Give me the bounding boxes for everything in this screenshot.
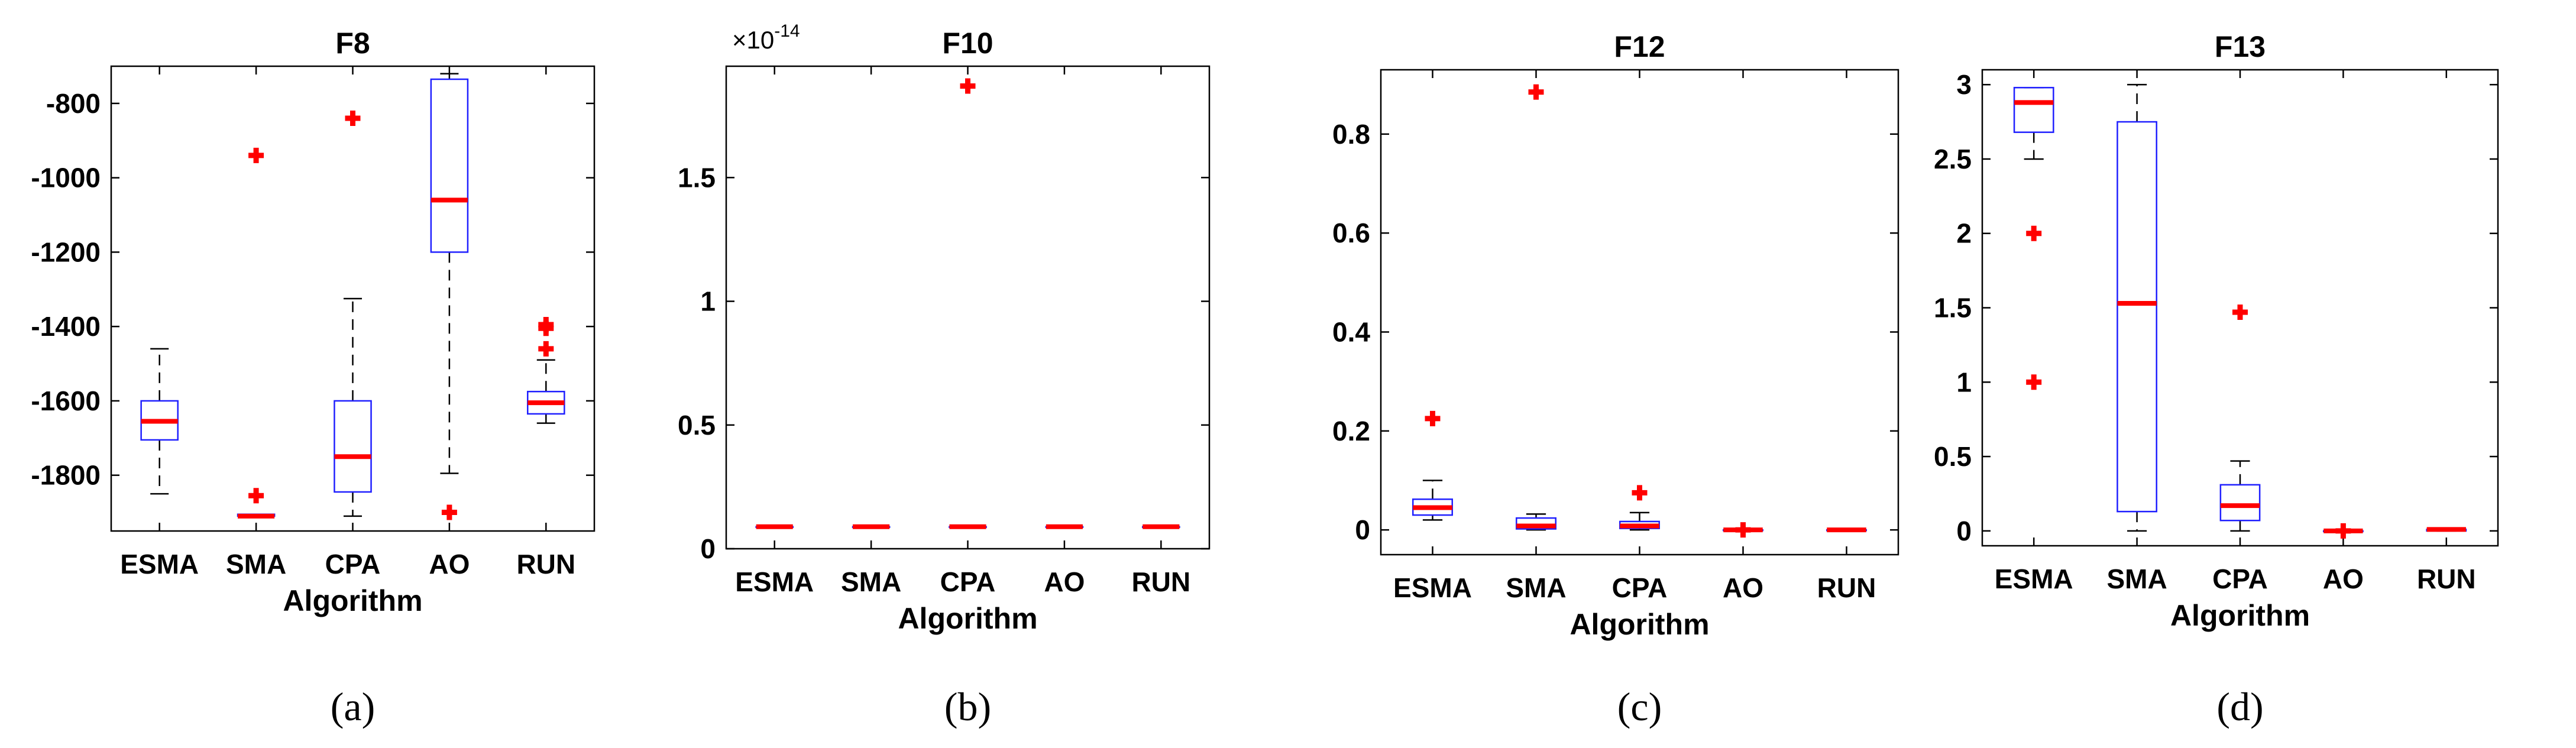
iqr-box [1516, 517, 1556, 530]
x-tick-label-sma: SMA [1506, 572, 1566, 603]
box-cpa [2219, 305, 2261, 532]
y-tick-label: -800 [46, 88, 101, 119]
outlier-marker [1528, 84, 1544, 100]
y-tick-label: 0.5 [678, 410, 716, 441]
x-tick-label-esma: ESMA [120, 549, 199, 579]
box-sma [2117, 83, 2157, 532]
x-tick-label-run: RUN [1817, 572, 1876, 603]
outlier-marker [2232, 305, 2248, 320]
outlier-marker [960, 78, 976, 94]
box-sma [1516, 84, 1556, 531]
outlier-marker [345, 111, 361, 127]
panel-f10: F10 ×10-14 0 0.5 1 1.5 ESMA SMA CPA AO RUN Algorith… [678, 21, 1211, 729]
subcaption: (b) [944, 684, 991, 729]
y-tick-label: 0.6 [1332, 218, 1370, 248]
x-tick-label-ao: AO [1723, 572, 1763, 603]
y-tick-label: -1000 [31, 163, 101, 193]
y-tick-label: 0.5 [1934, 441, 1972, 472]
outlier-marker [538, 320, 554, 336]
axes-frame [725, 65, 1211, 550]
panel-f12: F12 0 0.2 0.4 0.6 0.8 ESMA SMA CPA AO RUN Algorithm… [1332, 30, 1899, 729]
box-sma [237, 147, 276, 519]
y-tick-label: 0.4 [1332, 316, 1370, 347]
x-axis-label: Algorithm [1569, 608, 1709, 641]
outlier-marker [1425, 410, 1441, 426]
outlier-marker [1632, 485, 1648, 501]
outlier-marker [2026, 374, 2042, 390]
y-tick-label: 0 [1956, 516, 1972, 546]
y-tick-label: 1 [700, 286, 716, 317]
iqr-box [2013, 86, 2054, 133]
box-cpa [1619, 485, 1660, 531]
axis-multiplier: ×10-14 [732, 21, 800, 54]
subcaption: (c) [1617, 684, 1662, 729]
outlier-marker [2335, 523, 2351, 539]
x-tick-label-cpa: CPA [1612, 572, 1668, 603]
iqr-box [334, 400, 372, 493]
x-tick-label-ao: AO [429, 549, 470, 579]
x-tick-label-sma: SMA [226, 549, 286, 579]
x-tick-label-ao: AO [1044, 566, 1085, 597]
outlier-marker [248, 147, 264, 163]
x-tick-label-esma: ESMA [1995, 564, 2073, 594]
box-esma [140, 348, 179, 495]
box-ao [1723, 522, 1763, 538]
x-tick-label-cpa: CPA [2212, 564, 2268, 594]
x-tick-label-run: RUN [1131, 566, 1190, 597]
subcaption: (a) [331, 684, 375, 729]
outlier-marker [1735, 522, 1751, 538]
y-tick-label: 0.2 [1332, 416, 1370, 446]
y-tick-label: 0.8 [1332, 119, 1370, 150]
outlier-marker [538, 341, 554, 357]
x-tick-label-ao: AO [2323, 564, 2364, 594]
x-tick-label-sma: SMA [2106, 564, 2167, 594]
box-ao [430, 73, 469, 520]
box-cpa [334, 111, 372, 517]
chart-title: F13 [2215, 30, 2266, 63]
y-tick-label: 3 [1956, 69, 1972, 100]
subcaption: (d) [2216, 684, 2263, 729]
panel-f8: F8 -1800 -1600 -1400 -1200 -1000 -800 ESMA SMA CP… [31, 27, 596, 729]
x-tick-label-run: RUN [2417, 564, 2476, 594]
x-tick-label-esma: ESMA [1393, 572, 1472, 603]
y-tick-label: -1400 [31, 311, 101, 342]
box-esma [1412, 410, 1453, 521]
chart-title: F8 [335, 27, 370, 60]
x-tick-label-run: RUN [516, 549, 575, 579]
x-tick-label-sma: SMA [841, 566, 901, 597]
x-axis-label: Algorithm [898, 602, 1037, 635]
y-tick-label: -1200 [31, 237, 101, 267]
iqr-box [430, 78, 469, 253]
x-axis-label: Algorithm [283, 584, 422, 617]
outlier-marker [441, 504, 457, 520]
outlier-marker [248, 488, 264, 504]
y-tick-label: 1.5 [1934, 293, 1972, 323]
axes-frame [1380, 69, 1899, 556]
y-tick-label: 1 [1956, 367, 1972, 397]
x-tick-label-cpa: CPA [940, 566, 996, 597]
y-tick-label: 2.5 [1934, 144, 1972, 174]
y-tick-label: 1.5 [678, 162, 716, 193]
x-axis-label: Algorithm [2170, 599, 2310, 632]
box-run [527, 317, 565, 424]
box-run [2426, 527, 2467, 532]
x-tick-label-cpa: CPA [325, 549, 381, 579]
y-tick-label: 0 [1355, 514, 1370, 545]
panel-f13: F13 0 0.5 1 1.5 2 2.5 3 ESMA SMA CPA AO RUN Algorithm… [1934, 30, 2499, 729]
chart-title: F10 [942, 27, 993, 60]
y-tick-label: 0 [700, 533, 716, 564]
box-esma [2013, 86, 2054, 390]
box-ao [2323, 523, 2364, 539]
iqr-box [2117, 121, 2157, 513]
outlier-marker [2026, 225, 2042, 241]
y-tick-label: -1800 [31, 460, 101, 491]
x-tick-label-esma: ESMA [735, 566, 814, 597]
y-tick-label: -1600 [31, 386, 101, 416]
iqr-box [2219, 484, 2261, 522]
box-cpa [949, 78, 987, 529]
chart-title: F12 [1614, 30, 1665, 63]
y-tick-label: 2 [1956, 218, 1972, 249]
